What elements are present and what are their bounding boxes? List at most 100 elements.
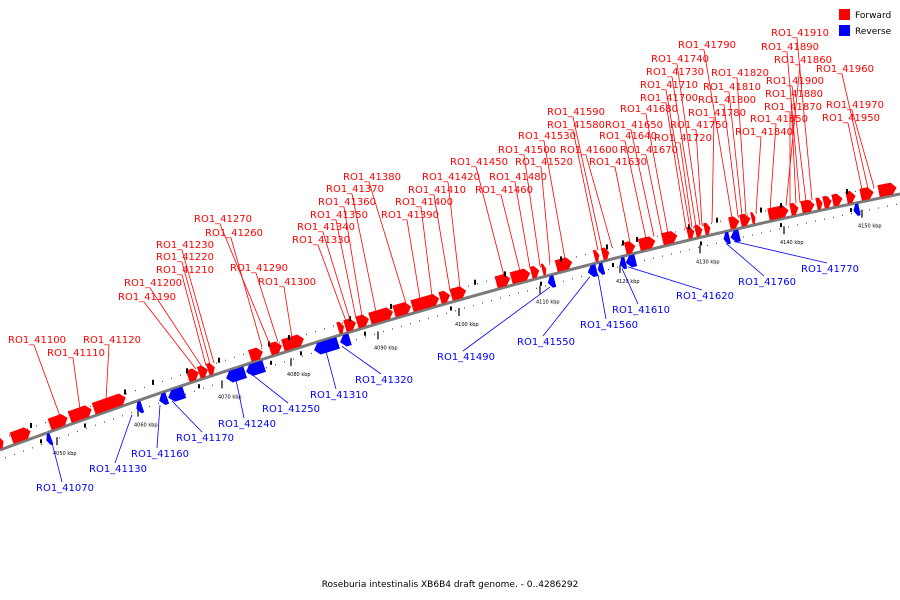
forward-leader-line xyxy=(322,231,351,321)
forward-gene-label: RO1_41890 xyxy=(761,42,819,53)
forward-gene xyxy=(368,307,394,325)
feature-mark xyxy=(700,241,702,246)
forward-gene-label: RO1_41530 xyxy=(518,131,576,142)
feature-mark xyxy=(846,188,848,194)
minor-tick xyxy=(689,249,690,251)
minor-tick xyxy=(234,356,235,358)
minor-tick xyxy=(203,387,204,389)
minor-tick xyxy=(500,297,501,299)
minor-tick xyxy=(95,424,96,426)
forward-gene xyxy=(831,193,843,207)
minor-tick xyxy=(86,427,87,429)
forward-gene-label: RO1_41410 xyxy=(408,185,466,196)
minor-tick xyxy=(563,280,564,282)
forward-gene xyxy=(281,334,304,352)
forward-leader-line xyxy=(283,286,293,338)
genome-backbone xyxy=(0,192,900,452)
forward-gene-label: RO1_41840 xyxy=(735,127,793,138)
forward-leader-line xyxy=(540,166,551,264)
feature-mark xyxy=(84,423,86,428)
feature-mark xyxy=(390,303,392,309)
minor-tick xyxy=(702,224,703,227)
reverse-leader-line xyxy=(733,241,828,264)
forward-leader-line xyxy=(796,37,813,201)
minor-tick xyxy=(293,358,294,360)
reverse-gene-label: RO1_41070 xyxy=(36,483,94,494)
forward-gene-label: RO1_41360 xyxy=(318,197,376,208)
minor-tick xyxy=(437,315,438,317)
minor-tick xyxy=(761,232,762,234)
forward-leader-line xyxy=(335,219,357,319)
minor-tick xyxy=(572,278,573,280)
feature-mark xyxy=(450,306,452,311)
reverse-gene xyxy=(314,337,340,355)
forward-leader-line xyxy=(614,166,631,243)
reverse-leader-line xyxy=(235,379,245,419)
minor-tick xyxy=(657,235,658,237)
forward-leader-line xyxy=(181,274,207,366)
minor-tick xyxy=(644,259,645,262)
minor-tick xyxy=(90,405,91,407)
kbp-tick-label: 4140 kbp xyxy=(780,240,804,246)
feature-mark xyxy=(270,360,272,365)
minor-tick xyxy=(711,222,712,224)
reverse-gene-label: RO1_41490 xyxy=(437,352,495,363)
forward-leader-line xyxy=(149,287,203,368)
forward-gene xyxy=(540,263,547,276)
forward-leader-line xyxy=(755,136,762,213)
minor-tick xyxy=(842,214,843,216)
forward-gene-label: RO1_41290 xyxy=(230,263,288,274)
forward-gene-label: RO1_41970 xyxy=(826,100,884,111)
forward-leader-line xyxy=(645,113,669,234)
forward-gene xyxy=(410,293,440,312)
reverse-gene-label: RO1_41320 xyxy=(355,375,413,386)
forward-gene-label: RO1_41220 xyxy=(156,252,214,263)
minor-tick xyxy=(617,266,618,268)
forward-gene xyxy=(529,265,540,279)
feature-mark xyxy=(688,224,690,230)
forward-gene xyxy=(449,286,467,301)
forward-gene-label: RO1_41740 xyxy=(651,54,709,65)
minor-tick xyxy=(374,333,375,335)
minor-tick xyxy=(738,216,739,218)
forward-leader-line xyxy=(368,181,407,304)
minor-tick xyxy=(383,330,384,333)
forward-gene xyxy=(739,213,751,227)
minor-tick xyxy=(311,352,312,355)
forward-gene-label: RO1_41450 xyxy=(450,157,508,168)
minor-tick xyxy=(662,255,663,257)
forward-gene xyxy=(185,368,199,383)
forward-gene xyxy=(767,205,789,221)
minor-tick xyxy=(869,209,870,211)
forward-leader-line xyxy=(711,117,715,223)
forward-gene-label: RO1_41650 xyxy=(605,120,663,131)
minor-tick xyxy=(752,234,753,236)
forward-gene-label: RO1_41520 xyxy=(515,157,573,168)
minor-tick xyxy=(743,236,744,238)
reverse-gene xyxy=(619,256,628,270)
minor-tick xyxy=(248,372,249,375)
forward-leader-line xyxy=(181,261,211,365)
minor-tick xyxy=(806,222,807,224)
minor-tick xyxy=(410,323,411,325)
forward-gene-label: RO1_41960 xyxy=(816,64,874,75)
forward-gene-label: RO1_41230 xyxy=(156,240,214,251)
forward-gene-label: RO1_41190 xyxy=(118,292,176,303)
minor-tick xyxy=(77,430,78,433)
minor-tick xyxy=(284,361,285,363)
forward-gene xyxy=(637,236,656,251)
legend: Forward Reverse xyxy=(839,9,892,37)
forward-leader-line xyxy=(406,219,421,300)
minor-tick xyxy=(621,244,622,246)
minor-tick xyxy=(626,264,627,266)
forward-leader-line xyxy=(790,98,797,204)
forward-gene-label: RO1_41710 xyxy=(640,80,698,91)
forward-gene-label: RO1_41390 xyxy=(381,210,439,221)
feature-mark xyxy=(288,335,290,341)
minor-tick xyxy=(491,299,492,302)
forward-leader-line xyxy=(665,89,691,228)
reverse-leader-line xyxy=(627,266,703,291)
forward-gene-label: RO1_41500 xyxy=(498,145,556,156)
minor-tick xyxy=(810,200,811,202)
forward-gene-label: RO1_41950 xyxy=(822,113,880,124)
